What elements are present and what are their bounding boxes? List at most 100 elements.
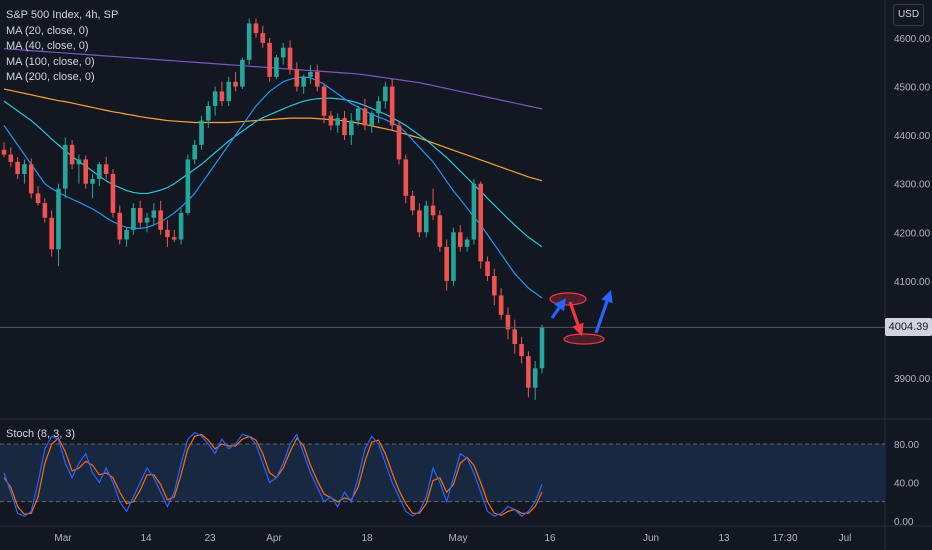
- candle-down: [35, 186, 41, 206]
- candle-down: [430, 188, 436, 221]
- candle-body: [457, 232, 463, 247]
- time-tick-label: 23: [204, 533, 216, 544]
- candle-down: [396, 120, 402, 165]
- ma100-label[interactable]: MA (100, close, 0): [6, 55, 95, 68]
- candle-up: [97, 161, 102, 187]
- candle-down: [69, 140, 75, 170]
- candle-up: [212, 86, 218, 116]
- candle-down: [171, 229, 177, 242]
- candle-down: [287, 40, 293, 75]
- candle-body: [158, 210, 163, 230]
- candle-body: [301, 76, 306, 87]
- candle-body: [253, 23, 259, 34]
- symbol-title[interactable]: S&P 500 Index, 4h, SP: [6, 9, 119, 21]
- arrow-shaft: [550, 306, 561, 319]
- price-tick-label: 4500.00: [894, 83, 931, 94]
- ma40-line: [3, 97, 543, 248]
- candle-down: [117, 205, 123, 245]
- time-tick-label: Mar: [54, 533, 72, 544]
- ma20-label[interactable]: MA (20, close, 0): [6, 24, 89, 37]
- candle-body: [192, 144, 197, 160]
- stoch-k-line: [3, 431, 543, 517]
- candle-up: [62, 137, 68, 199]
- candle-body: [410, 195, 415, 211]
- candle-down: [362, 98, 368, 131]
- currency-button[interactable]: USD: [893, 4, 924, 26]
- candle-up: [151, 203, 157, 225]
- time-tick-label: 17:30: [772, 533, 797, 544]
- arrow-head: [601, 290, 613, 304]
- candle-up: [423, 200, 429, 238]
- candle-body: [335, 118, 340, 126]
- candle-up: [274, 55, 279, 80]
- candle-body: [464, 239, 470, 247]
- candle-up: [56, 183, 61, 267]
- time-tick-label: 14: [140, 533, 152, 544]
- candle-body: [423, 205, 429, 233]
- ma200-label[interactable]: MA (200, close, 0): [6, 71, 95, 83]
- candle-body: [62, 144, 68, 189]
- candle-body: [342, 118, 347, 136]
- candle-down: [103, 157, 109, 179]
- candle-body: [117, 212, 123, 240]
- candle-body: [69, 144, 75, 165]
- candle-body: [383, 86, 388, 102]
- candle-up: [226, 76, 232, 106]
- candle-body: [219, 91, 225, 102]
- candle-body: [56, 188, 61, 250]
- ma40-label[interactable]: MA (40, close, 0): [6, 40, 89, 52]
- candle-body: [396, 125, 402, 160]
- candle-up: [199, 115, 204, 150]
- time-tick-label: Jun: [643, 533, 659, 544]
- candle-body: [430, 205, 436, 216]
- candle-down: [505, 307, 511, 340]
- candle-body: [403, 159, 409, 196]
- time-axis: Mar 14 23 Apr 18 May 16 Jun 13 17:30 Jul: [0, 525, 932, 544]
- stoch-d-line: [3, 433, 543, 516]
- arrow-head: [554, 298, 566, 312]
- candle-down: [110, 169, 116, 218]
- arrow-shaft: [568, 301, 580, 326]
- candle-down: [342, 110, 347, 140]
- candle-body: [437, 215, 443, 247]
- candle-up: [451, 227, 456, 286]
- candle-body: [178, 212, 184, 240]
- candle-down: [437, 210, 443, 252]
- candle-body: [131, 208, 136, 230]
- candle-body: [35, 193, 41, 204]
- candle-down: [512, 319, 518, 354]
- candle-body: [76, 159, 82, 165]
- candle-down: [233, 72, 238, 92]
- candle-up: [131, 203, 136, 235]
- candle-down: [328, 110, 334, 131]
- candle-body: [103, 164, 109, 174]
- candle-body: [314, 72, 320, 87]
- price-tick-label: 4300.00: [894, 180, 931, 191]
- candle-down: [83, 155, 89, 189]
- down-arrow: [568, 301, 584, 336]
- candle-body: [151, 210, 157, 218]
- candle-down: [498, 288, 504, 320]
- candle-body: [471, 183, 477, 240]
- candle-down: [526, 351, 531, 398]
- candle-up: [369, 110, 375, 133]
- candle-body: [369, 113, 375, 126]
- candle-body: [233, 81, 238, 87]
- candle-up: [124, 227, 129, 247]
- candle-down: [389, 79, 395, 131]
- stoch-label[interactable]: Stoch (8, 3, 3): [6, 428, 76, 440]
- candle-down: [457, 225, 463, 252]
- candle-body: [28, 164, 34, 194]
- candle-body: [492, 276, 497, 296]
- candle-down: [49, 210, 54, 257]
- candle-body: [485, 261, 490, 276]
- stoch-tick-label: 0.00: [894, 517, 914, 528]
- candle-body: [206, 106, 211, 121]
- candle-up: [206, 101, 211, 128]
- price-tick-label: 4400.00: [894, 131, 931, 142]
- candle-body: [355, 108, 361, 121]
- candle-up: [383, 81, 388, 109]
- ma100-line: [3, 88, 543, 182]
